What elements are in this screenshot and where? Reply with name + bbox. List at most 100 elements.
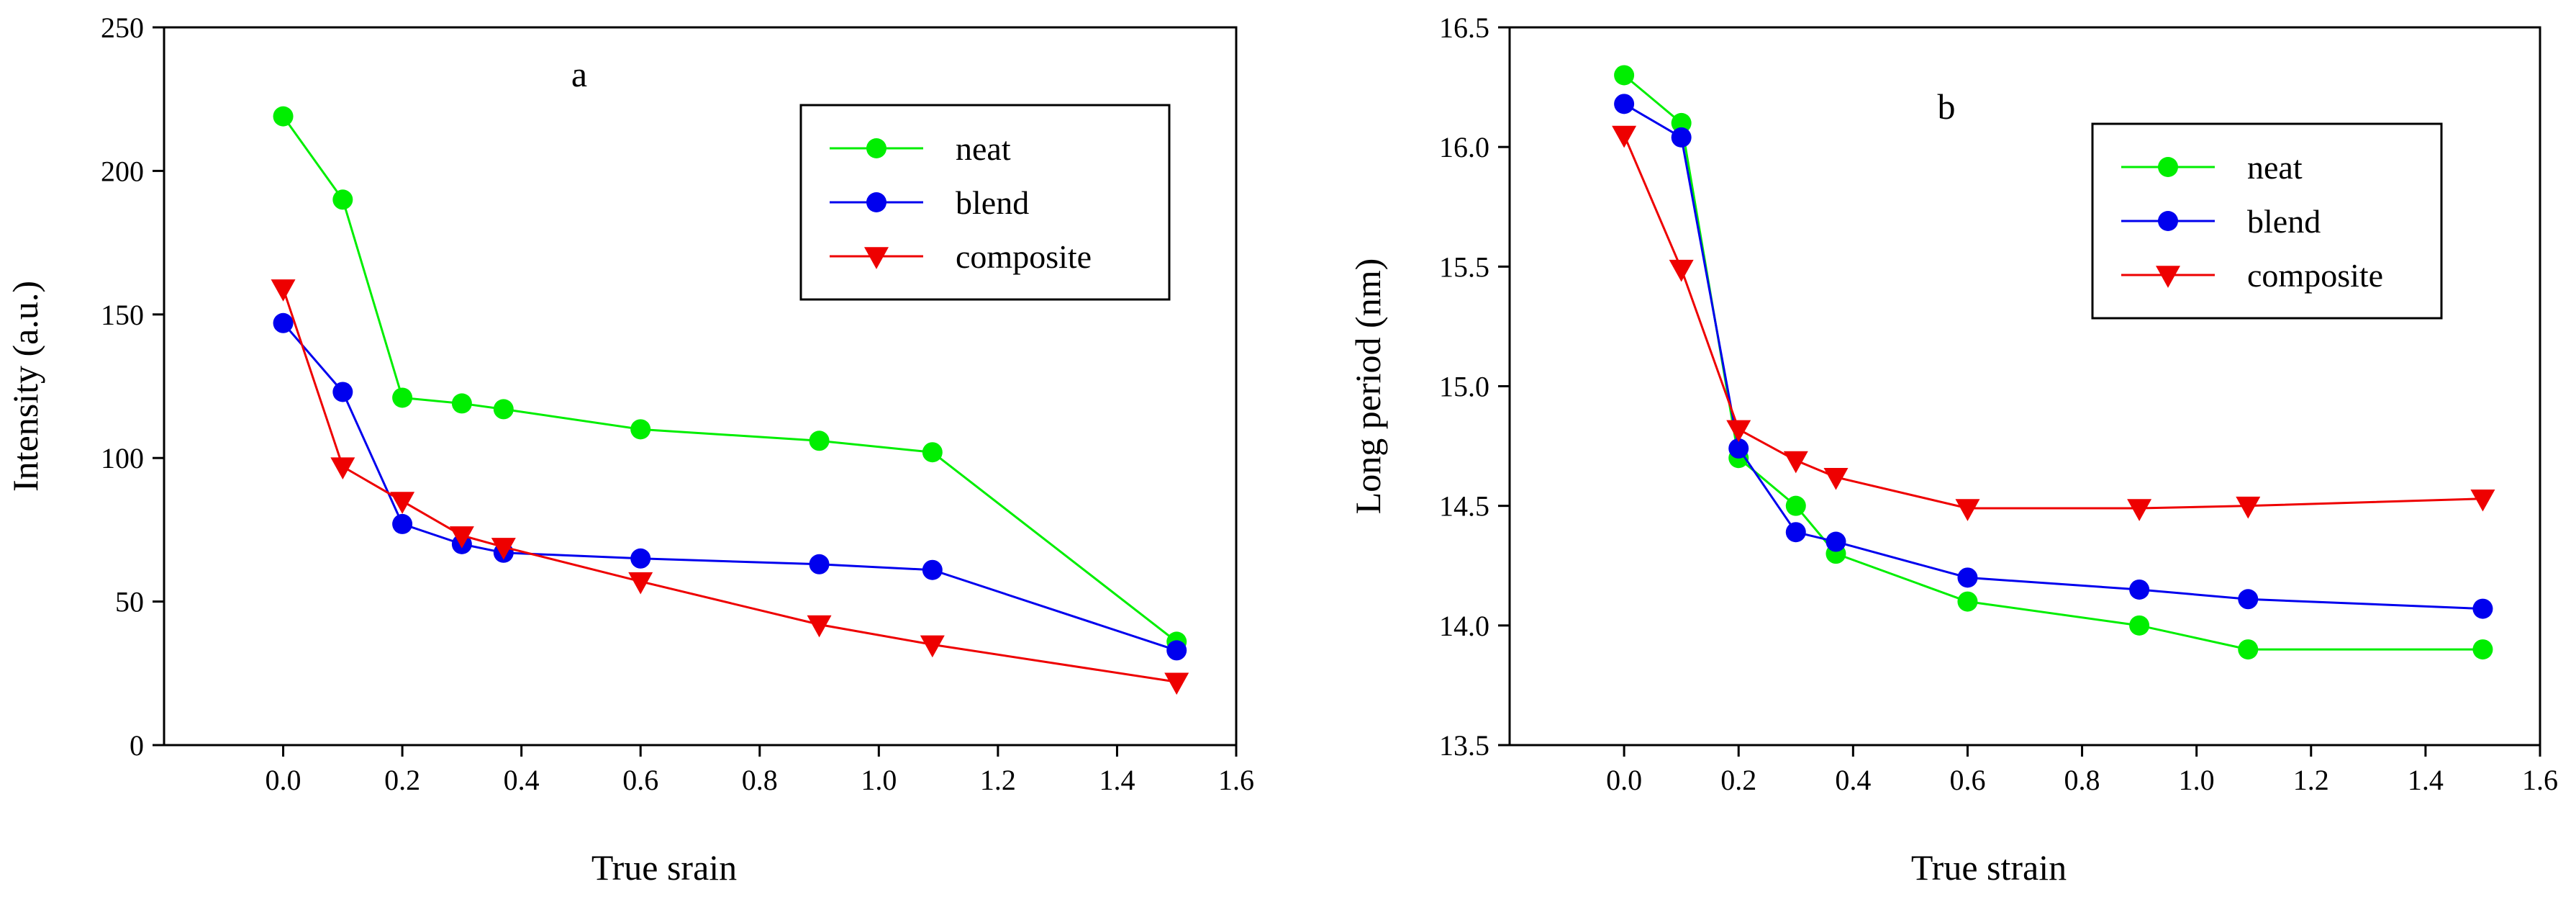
x-tick-label: 0.6 (622, 764, 658, 796)
data-point-neat (1671, 112, 1692, 133)
data-point-composite (390, 492, 415, 514)
legend-label-neat: neat (956, 130, 1011, 167)
series-neat (273, 106, 1187, 652)
data-point-blend (2238, 589, 2259, 610)
x-tick-label: 1.2 (980, 764, 1016, 796)
data-point-composite (2470, 489, 2495, 512)
legend-label-blend: blend (956, 184, 1029, 221)
x-tick-label: 0.8 (742, 764, 778, 796)
data-point-composite (449, 526, 474, 549)
x-tick-label: 0.2 (384, 764, 420, 796)
data-point-blend (922, 559, 943, 580)
series-line-composite (282, 288, 1177, 683)
series-blend (273, 312, 1187, 661)
data-point-composite (1612, 125, 1637, 148)
y-axis-label: Intensity (a.u.) (5, 281, 45, 492)
x-tick-label: 1.0 (2179, 764, 2215, 796)
data-point-neat (1957, 591, 1978, 612)
series-blend (1614, 94, 2493, 619)
data-point-neat (493, 399, 514, 420)
panel-label: a (571, 54, 587, 94)
y-tick-label: 50 (115, 586, 144, 618)
data-point-blend (1957, 567, 1978, 588)
data-point-blend (2472, 598, 2493, 619)
data-point-neat (1785, 495, 1806, 516)
data-point-blend (1166, 640, 1187, 661)
legend-label-composite: composite (2247, 257, 2383, 294)
x-tick-label: 1.2 (2293, 764, 2329, 796)
data-point-blend (809, 554, 830, 574)
y-tick-label: 0 (130, 729, 144, 762)
x-tick-label: 0.0 (1606, 764, 1642, 796)
data-point-neat (273, 106, 294, 127)
chart-panel-a: 0.0 0.2 0.4 0.6 0.8 1.0 1.2 1.4 1.6 0 50 100 150 200 2… (5, 12, 1254, 888)
legend-label-composite: composite (956, 238, 1092, 275)
data-point-neat (2472, 639, 2493, 660)
data-point-composite (628, 572, 653, 595)
x-tick-label: 0.0 (266, 764, 301, 796)
legend-marker-blend (866, 192, 886, 212)
y-tick-label: 150 (101, 299, 144, 331)
y-axis-label: Long period (nm) (1348, 258, 1388, 514)
data-point-composite (491, 538, 516, 560)
x-tick-label: 1.6 (1218, 764, 1254, 796)
data-point-blend (1728, 438, 1749, 459)
data-point-blend (1785, 522, 1806, 543)
legend-marker-composite (2156, 266, 2180, 288)
x-tick-label: 0.2 (1720, 764, 1756, 796)
data-point-neat (1614, 65, 1635, 86)
data-point-composite (330, 457, 355, 480)
x-tick-label: 0.4 (504, 764, 540, 796)
y-tick-label: 200 (101, 155, 144, 187)
legend-label-neat: neat (2247, 149, 2303, 186)
series-composite (1612, 125, 2495, 521)
plot-frame (163, 26, 1238, 747)
data-point-blend (1826, 531, 1846, 552)
data-point-composite (1669, 259, 1694, 282)
data-point-blend (392, 513, 413, 534)
y-tick-label: 16.5 (1439, 12, 1489, 44)
data-point-neat (809, 431, 830, 451)
y-tick-label: 100 (101, 442, 144, 474)
data-point-blend (1671, 127, 1692, 148)
x-tick-label: 1.0 (861, 764, 897, 796)
data-point-blend (1614, 94, 1635, 114)
x-tick-label: 1.6 (2522, 764, 2558, 796)
x-tick-label: 1.4 (2408, 764, 2444, 796)
data-point-composite (1783, 451, 1808, 474)
data-point-composite (2236, 496, 2261, 519)
data-point-neat (2238, 639, 2259, 660)
data-point-blend (630, 548, 651, 569)
y-tick-label: 16.0 (1439, 131, 1489, 163)
data-point-neat (392, 387, 413, 408)
data-point-composite (1955, 499, 1980, 521)
legend-marker-blend (2158, 211, 2178, 231)
data-point-composite (807, 615, 832, 638)
data-point-neat (2129, 615, 2150, 636)
data-point-blend (332, 382, 353, 402)
x-axis-label: True strain (1911, 847, 2067, 888)
y-tick-label: 15.5 (1439, 251, 1489, 283)
legend-label-blend: blend (2247, 203, 2321, 240)
legend-marker-composite (864, 247, 889, 269)
series-composite (271, 279, 1189, 695)
data-point-neat (922, 442, 943, 463)
data-point-composite (1726, 420, 1751, 443)
data-point-composite (920, 635, 945, 658)
x-tick-label: 0.8 (2064, 764, 2100, 796)
panel-label: b (1938, 86, 1956, 127)
data-point-blend (2129, 579, 2150, 600)
data-point-composite (1823, 468, 1849, 490)
y-tick-label: 13.5 (1439, 729, 1489, 762)
y-tick-label: 15.0 (1439, 371, 1489, 403)
data-point-composite (271, 279, 296, 302)
data-point-neat (332, 189, 353, 210)
x-tick-label: 1.4 (1099, 764, 1135, 796)
x-tick-label: 0.6 (1949, 764, 1985, 796)
legend-marker-neat (866, 138, 886, 158)
x-axis-label: True srain (591, 847, 737, 888)
series-line-blend (282, 322, 1177, 652)
data-point-blend (273, 312, 294, 333)
data-point-composite (2127, 499, 2152, 521)
data-point-neat (451, 393, 472, 414)
